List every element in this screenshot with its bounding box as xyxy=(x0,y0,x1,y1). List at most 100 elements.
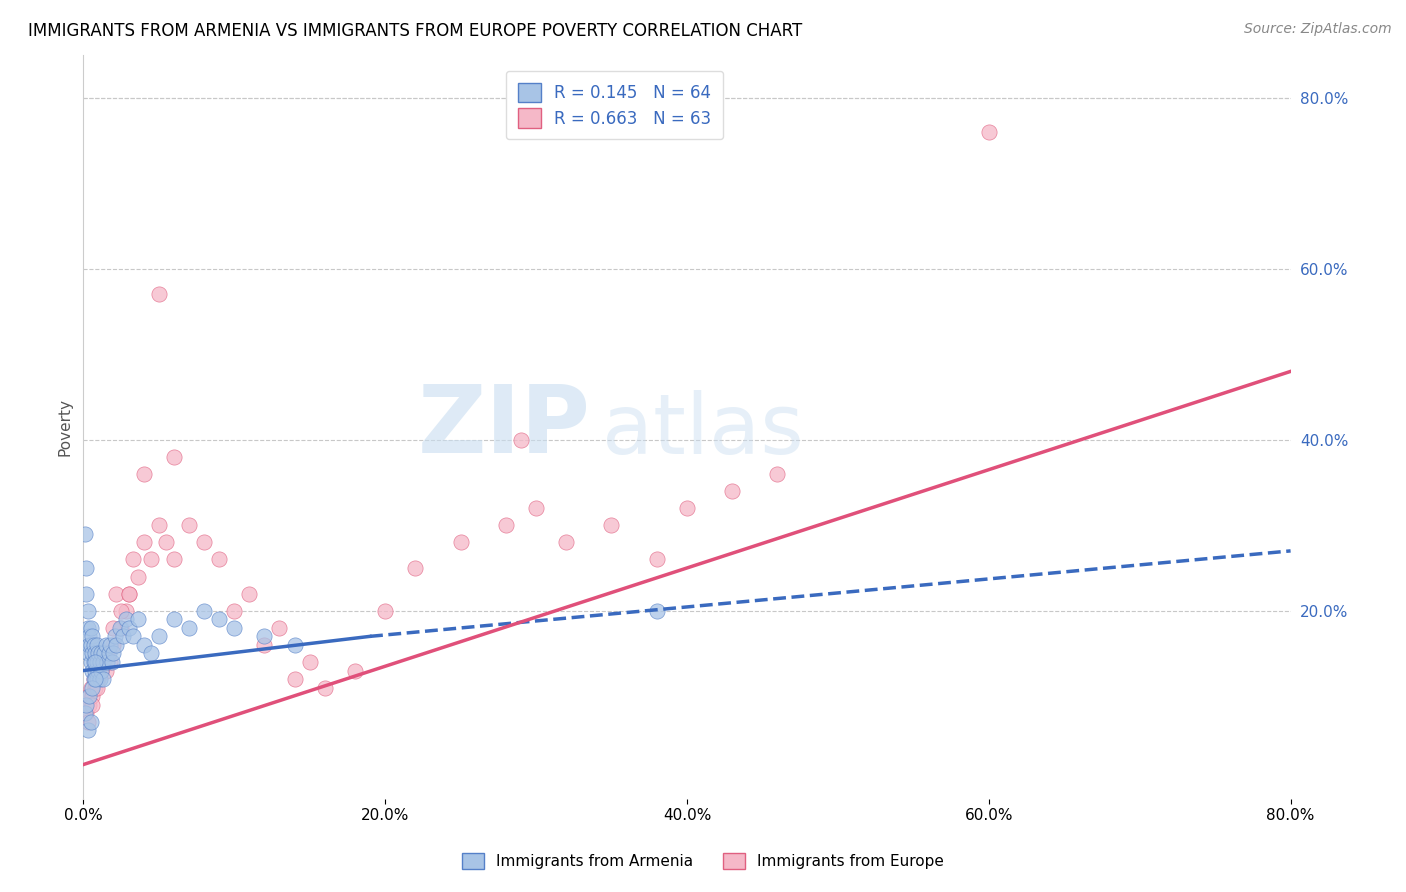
Point xyxy=(224,604,246,618)
Point xyxy=(284,638,307,652)
Point xyxy=(721,484,744,499)
Point xyxy=(122,552,145,566)
Legend: R = 0.145   N = 64, R = 0.663   N = 63: R = 0.145 N = 64, R = 0.663 N = 63 xyxy=(506,70,723,139)
Point xyxy=(75,698,97,712)
Point xyxy=(314,681,336,695)
Text: IMMIGRANTS FROM ARMENIA VS IMMIGRANTS FROM EUROPE POVERTY CORRELATION CHART: IMMIGRANTS FROM ARMENIA VS IMMIGRANTS FR… xyxy=(28,22,803,40)
Point xyxy=(103,638,125,652)
Point xyxy=(155,535,177,549)
Point xyxy=(76,689,98,703)
Point xyxy=(495,518,517,533)
Point xyxy=(645,604,668,618)
Point xyxy=(80,681,103,695)
Point xyxy=(105,586,128,600)
Point xyxy=(117,586,139,600)
Point xyxy=(89,655,111,669)
Point xyxy=(82,664,104,678)
Point xyxy=(110,604,132,618)
Point xyxy=(148,629,170,643)
Point xyxy=(193,604,215,618)
Point xyxy=(82,689,104,703)
Point xyxy=(110,621,132,635)
Point xyxy=(100,638,122,652)
Point xyxy=(84,681,107,695)
Point xyxy=(84,655,107,669)
Point xyxy=(84,664,107,678)
Point xyxy=(94,664,117,678)
Point xyxy=(253,638,276,652)
Point xyxy=(141,647,163,661)
Point xyxy=(94,647,117,661)
Point xyxy=(80,638,103,652)
Y-axis label: Poverty: Poverty xyxy=(58,398,72,456)
Point xyxy=(163,552,186,566)
Point xyxy=(148,518,170,533)
Point xyxy=(645,552,668,566)
Point xyxy=(132,467,155,481)
Point xyxy=(96,655,118,669)
Point xyxy=(343,664,366,678)
Point xyxy=(89,672,111,686)
Point xyxy=(86,655,108,669)
Point xyxy=(82,681,104,695)
Point xyxy=(80,714,103,729)
Point xyxy=(87,672,110,686)
Point xyxy=(555,535,578,549)
Point xyxy=(600,518,623,533)
Point xyxy=(76,604,98,618)
Point xyxy=(75,706,97,721)
Point xyxy=(141,552,163,566)
Point xyxy=(117,621,139,635)
Point xyxy=(94,638,117,652)
Point xyxy=(96,647,118,661)
Point xyxy=(83,655,105,669)
Point xyxy=(253,629,276,643)
Point xyxy=(132,535,155,549)
Point xyxy=(163,450,186,464)
Point xyxy=(86,638,108,652)
Point xyxy=(108,621,131,635)
Point xyxy=(208,552,231,566)
Point xyxy=(89,655,111,669)
Point xyxy=(103,647,125,661)
Point xyxy=(83,672,105,686)
Point xyxy=(676,501,699,516)
Point xyxy=(104,629,127,643)
Point xyxy=(73,706,96,721)
Point xyxy=(127,569,149,583)
Point xyxy=(79,638,101,652)
Point xyxy=(105,638,128,652)
Point xyxy=(76,714,98,729)
Legend: Immigrants from Armenia, Immigrants from Europe: Immigrants from Armenia, Immigrants from… xyxy=(456,847,950,875)
Point xyxy=(132,638,155,652)
Point xyxy=(148,287,170,301)
Text: Source: ZipAtlas.com: Source: ZipAtlas.com xyxy=(1244,22,1392,37)
Point xyxy=(76,723,98,738)
Point xyxy=(84,647,107,661)
Point xyxy=(80,621,103,635)
Point xyxy=(90,664,112,678)
Point xyxy=(87,664,110,678)
Text: ZIP: ZIP xyxy=(418,381,591,473)
Point xyxy=(75,561,97,575)
Point xyxy=(114,612,136,626)
Point xyxy=(111,629,134,643)
Point xyxy=(86,672,108,686)
Point xyxy=(91,672,114,686)
Point xyxy=(83,672,105,686)
Point xyxy=(76,621,98,635)
Point xyxy=(103,621,125,635)
Point xyxy=(90,664,112,678)
Point xyxy=(208,612,231,626)
Point xyxy=(90,664,112,678)
Point xyxy=(100,655,122,669)
Point xyxy=(80,655,103,669)
Point xyxy=(193,535,215,549)
Point xyxy=(224,621,246,635)
Point xyxy=(298,655,321,669)
Point xyxy=(284,672,307,686)
Point xyxy=(122,629,145,643)
Point xyxy=(524,501,547,516)
Point xyxy=(82,698,104,712)
Point xyxy=(91,655,114,669)
